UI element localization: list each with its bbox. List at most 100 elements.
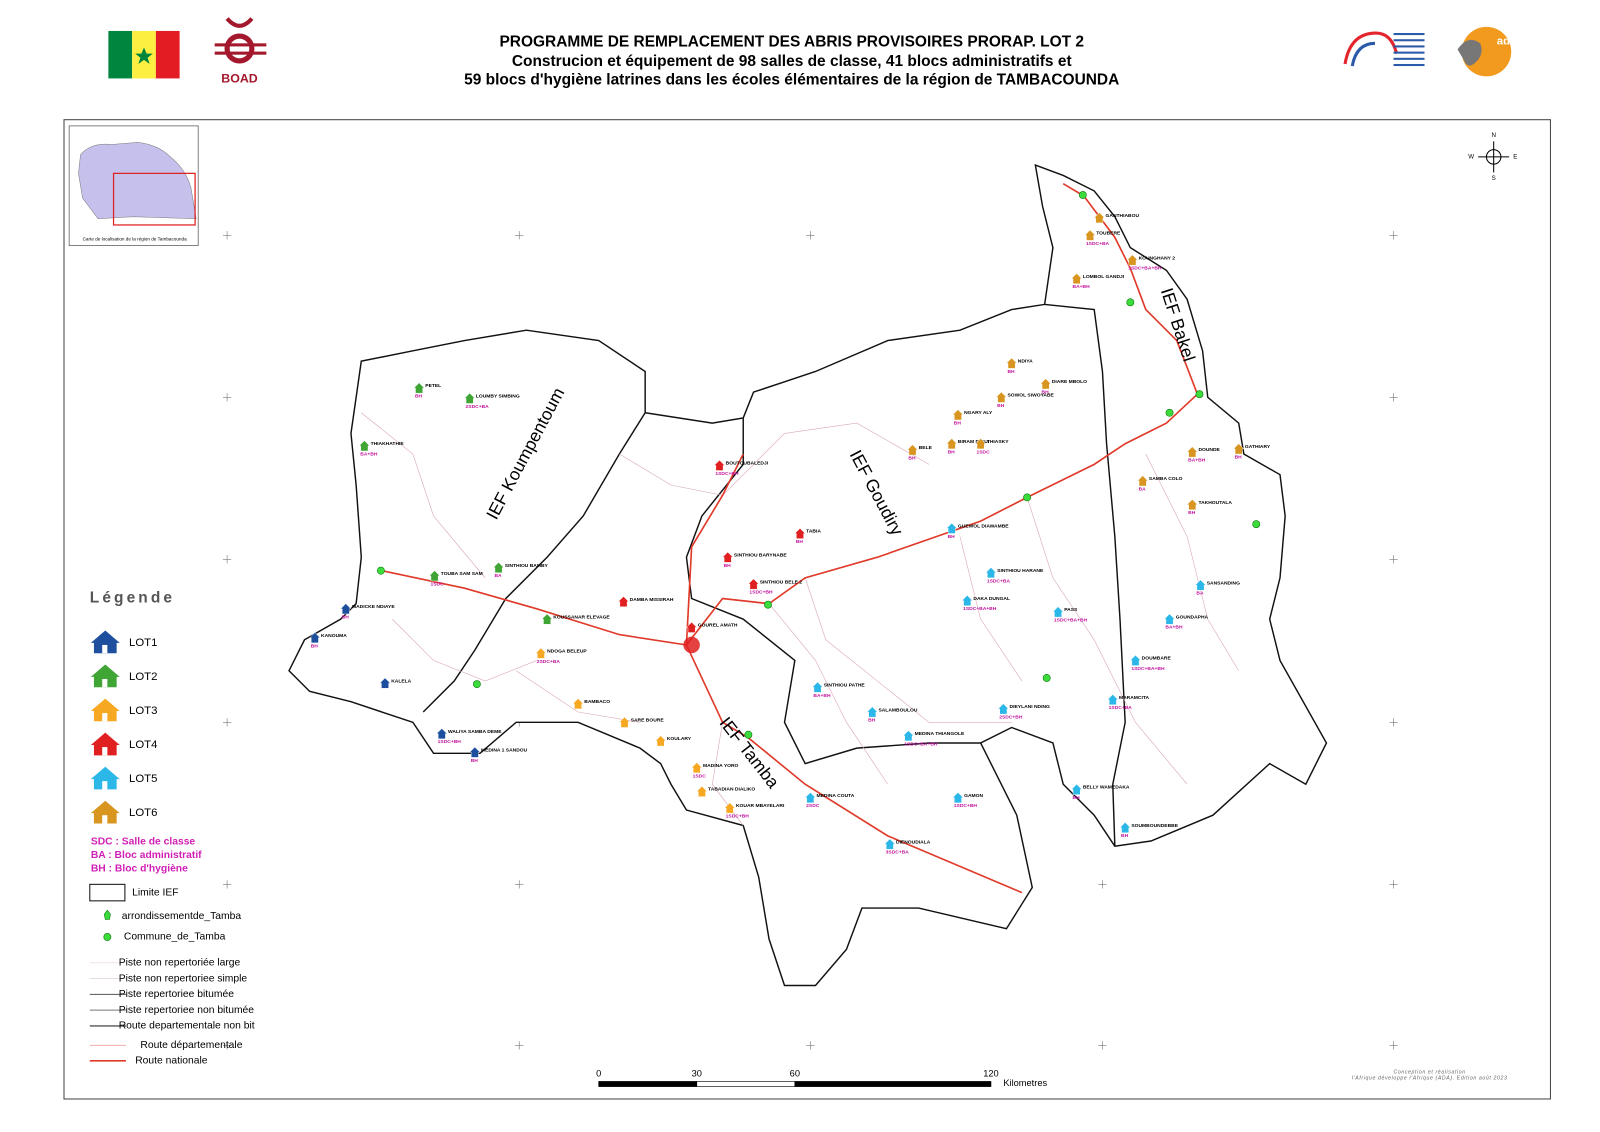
school-marker — [464, 392, 476, 404]
legend-swatch — [90, 698, 120, 722]
place-name: NGARY ALY — [964, 410, 993, 416]
scale-segment — [696, 1081, 796, 1087]
place-works: BH — [342, 614, 350, 620]
place-name: SINTHIOU PATHE — [824, 682, 866, 688]
legend-swatch — [90, 664, 120, 688]
place-works: BA+BH — [813, 693, 831, 699]
graticule-cross — [222, 231, 232, 240]
school-marker — [1233, 443, 1245, 455]
roads — [361, 182, 1239, 894]
place-works: BH — [948, 534, 956, 540]
place-name: KALELA — [391, 678, 411, 684]
school-marker — [1084, 229, 1096, 241]
graticule-cross — [1389, 231, 1398, 240]
legend-label: Piste non repertoriée large — [119, 957, 241, 968]
place-name: THIASKY — [987, 439, 1009, 445]
place-works: BH — [1007, 369, 1015, 375]
svg-text:N: N — [1491, 132, 1495, 139]
school-marker — [946, 522, 958, 534]
place-name: BELLY WAMEDAKA — [1083, 785, 1130, 791]
place-works: BA+BH — [360, 451, 378, 457]
track — [959, 536, 1023, 682]
school-marker — [379, 677, 391, 689]
place-works: BA — [1139, 486, 1147, 492]
title: PROGRAMME DE REMPLACEMENT DES ABRIS PROV… — [499, 33, 1084, 50]
logo-text: ada — [1497, 35, 1517, 47]
school-marker — [961, 595, 973, 606]
place-works: 1SDC+BH — [749, 590, 773, 596]
place-name: MARAMCITA — [1119, 695, 1150, 701]
place-name: BAMBACO — [584, 699, 610, 705]
legend-label: LOT3 — [129, 705, 157, 717]
school-marker — [884, 838, 896, 850]
school-marker — [572, 698, 584, 710]
school-marker — [1005, 357, 1018, 369]
place-name: DIEYLANI NDING — [1010, 704, 1050, 710]
place-works: BH — [1235, 454, 1243, 460]
legend-label: Route departementale non bit — [119, 1021, 255, 1032]
legend-swatch — [90, 766, 120, 790]
national-road — [381, 569, 1023, 894]
school-marker — [1129, 654, 1142, 666]
place-works: 1SDC — [430, 581, 444, 587]
flag — [108, 30, 180, 79]
place-works: 2SDC — [806, 803, 820, 809]
graticule-cross — [806, 231, 815, 240]
school-marker — [906, 444, 919, 456]
credits: Conception et réalisation — [1394, 1070, 1466, 1076]
place-works: 1SDC — [693, 773, 707, 779]
scale-label: 60 — [790, 1069, 800, 1079]
place-works: BH — [415, 394, 423, 400]
place-name: KANOUMA — [321, 633, 347, 639]
legend-label: Route départementale — [140, 1040, 242, 1051]
legend-label: Route nationale — [135, 1056, 208, 1067]
place-works: 1SDC+BA+BH — [1054, 617, 1088, 623]
place-works: BA — [494, 573, 502, 579]
place-name: TABADIAN DIALIKO — [708, 787, 755, 793]
school-marker — [1186, 446, 1198, 458]
legend-swatch — [90, 732, 120, 756]
graticule-cross — [515, 231, 524, 240]
place-name: SINTHIOU BELE 2 — [760, 579, 803, 585]
place-works: 1SDC+BH — [715, 471, 739, 477]
school-marker — [535, 647, 547, 659]
place-name: KOUAR MBAYELARI — [736, 803, 785, 809]
place-works: 1SDC+BA — [987, 578, 1011, 584]
graticule-cross — [222, 555, 232, 564]
school-marker — [794, 528, 806, 539]
graticule-cross — [1389, 718, 1398, 727]
scale-segment — [598, 1081, 698, 1087]
inset-map: Carte de localisation de la région de Ta… — [68, 125, 199, 247]
school-marker — [952, 792, 964, 804]
subtitle: Construcion et équipement de 98 salles d… — [512, 53, 1072, 70]
logo-text: BOAD — [221, 72, 258, 86]
legend-label: Piste repertoriee bitumée — [119, 989, 234, 1000]
place-name: KOULARY — [667, 736, 692, 742]
school-marker — [1126, 254, 1139, 266]
legend-label: LOT1 — [129, 637, 157, 649]
school-marker — [1052, 606, 1064, 618]
place-works: BH — [868, 718, 876, 724]
place-works: 2SDC+BA — [466, 404, 490, 410]
national-road — [685, 182, 1199, 646]
place-name: GANTHIABOU — [1106, 213, 1140, 219]
school-marker — [866, 706, 878, 718]
svg-text:S: S — [1492, 175, 1496, 182]
school-marker — [952, 409, 964, 421]
graticule-cross — [1389, 393, 1398, 402]
place-name: THIAKHATHIE — [371, 441, 405, 447]
place-works: 3SDC+BA — [886, 850, 910, 856]
school-marker — [811, 681, 824, 693]
place-works: 1SDC+BH — [726, 814, 750, 820]
place-works: BH — [471, 758, 479, 764]
boad-logo: BOAD — [214, 17, 267, 86]
track — [1026, 497, 1188, 785]
place-works: BH — [948, 449, 956, 455]
place-name: TOUBERE — [1096, 231, 1121, 237]
graticule-cross — [222, 393, 232, 402]
place-works: BA+BH — [1165, 625, 1183, 631]
place-name: DOUMBARE — [1142, 656, 1172, 662]
track — [1145, 453, 1239, 671]
place-name: SARE BOURE — [631, 718, 665, 724]
place-works: BH — [311, 643, 319, 649]
